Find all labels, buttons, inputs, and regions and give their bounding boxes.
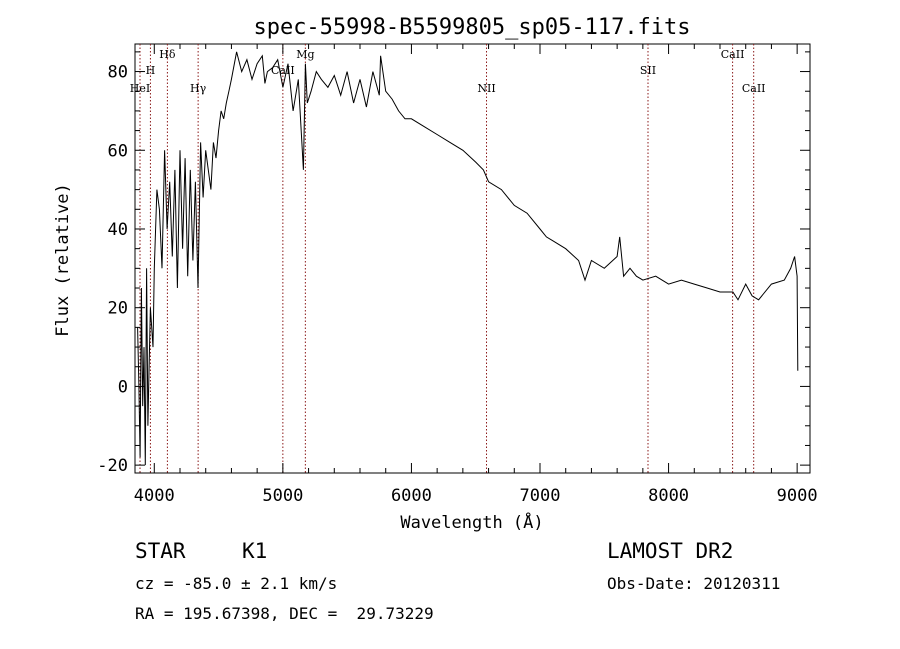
line-label: H: [146, 64, 156, 77]
y-axis-label: Flux (relative): [53, 183, 73, 337]
line-label: SII: [640, 64, 656, 77]
line-label: CaII: [742, 82, 766, 95]
y-tick-label: 40: [108, 220, 128, 240]
line-label: Mg: [296, 48, 314, 61]
x-tick-label: 7000: [520, 486, 561, 506]
spectral-line-markers: [139, 44, 755, 473]
line-label: CaII: [721, 48, 745, 61]
x-axis-label: Wavelength (Å): [400, 511, 543, 533]
line-label: NII: [477, 82, 495, 95]
x-tick-label: 8000: [648, 486, 689, 506]
y-tick-label: 20: [108, 299, 128, 319]
line-label: HeI: [130, 82, 150, 95]
line-label: CaII: [271, 64, 295, 77]
y-tick-label: 60: [108, 141, 128, 161]
object-class: STAR: [135, 539, 186, 563]
object-subclass: K1: [242, 539, 268, 563]
plot-frame: [134, 43, 811, 474]
y-tick-label: 80: [108, 63, 128, 83]
velocity-readout: cz = -85.0 ± 2.1 km/s: [135, 574, 338, 593]
survey-name: LAMOST DR2: [607, 539, 734, 563]
x-tick-label: 9000: [777, 486, 818, 506]
x-tick-label: 4000: [134, 486, 175, 506]
x-axis-ticks: 4000 5000 6000 7000 8000 9000: [134, 44, 818, 506]
line-label: Hδ: [159, 48, 176, 61]
chart-title: spec-55998-B5599805_sp05-117.fits: [253, 15, 690, 40]
observation-date: Obs-Date: 20120311: [607, 574, 781, 593]
x-tick-label: 5000: [262, 486, 303, 506]
x-tick-label: 6000: [391, 486, 432, 506]
y-axis-ticks: -20 0 20 40 60 80: [97, 51, 810, 476]
coordinates-readout: RA = 195.67398, DEC = 29.73229: [135, 604, 434, 623]
y-tick-label: 0: [118, 377, 128, 397]
y-tick-label: -20: [97, 456, 128, 476]
spectrum-line: [137, 51, 799, 466]
line-label: Hγ: [190, 82, 207, 95]
